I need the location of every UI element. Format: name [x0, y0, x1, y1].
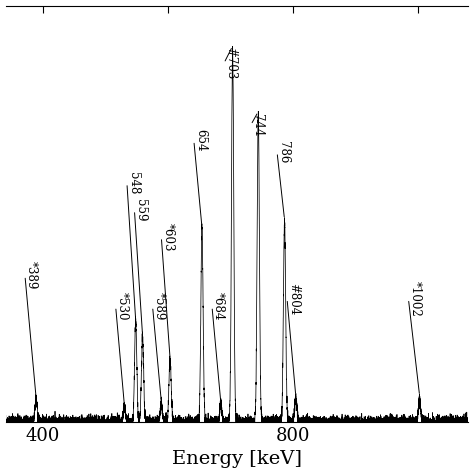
- Text: #804: #804: [287, 283, 300, 315]
- Text: *603: *603: [161, 223, 174, 251]
- X-axis label: Energy [keV]: Energy [keV]: [172, 450, 302, 468]
- Text: *684: *684: [212, 292, 225, 320]
- Text: *389: *389: [25, 261, 38, 290]
- Text: 654: 654: [194, 129, 207, 152]
- Text: *1002: *1002: [409, 281, 421, 317]
- Text: 559: 559: [135, 199, 147, 221]
- Text: *530: *530: [116, 292, 128, 320]
- Text: 786: 786: [277, 141, 290, 163]
- Text: #703: #703: [224, 47, 237, 80]
- Text: 744: 744: [251, 114, 264, 137]
- Text: *589: *589: [153, 292, 165, 320]
- Text: 548: 548: [127, 172, 140, 194]
